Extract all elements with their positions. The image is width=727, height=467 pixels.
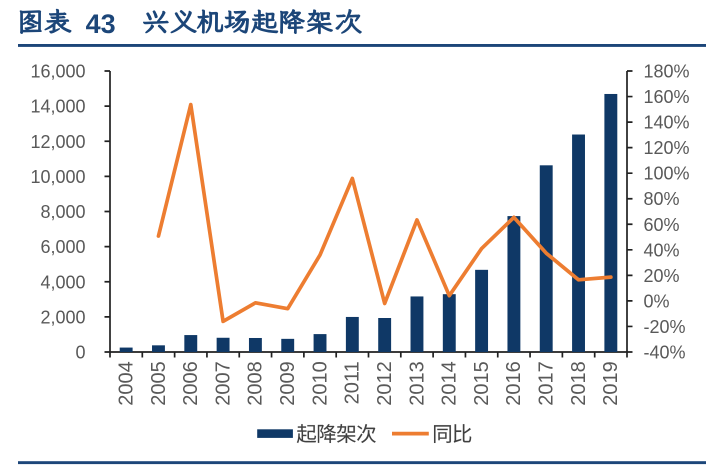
- svg-text:14,000: 14,000: [30, 97, 85, 117]
- svg-text:0: 0: [75, 343, 85, 363]
- svg-text:2012: 2012: [374, 361, 396, 406]
- svg-text:0%: 0%: [644, 291, 670, 311]
- svg-text:20%: 20%: [644, 266, 680, 286]
- svg-text:16,000: 16,000: [30, 62, 85, 82]
- svg-text:2004: 2004: [115, 361, 137, 406]
- svg-text:60%: 60%: [644, 215, 680, 235]
- svg-text:2019: 2019: [600, 361, 622, 406]
- svg-text:2017: 2017: [536, 361, 558, 406]
- svg-text:100%: 100%: [644, 164, 690, 184]
- svg-text:-40%: -40%: [644, 343, 686, 363]
- svg-text:10,000: 10,000: [30, 167, 85, 187]
- svg-text:120%: 120%: [644, 138, 690, 158]
- svg-text:2011: 2011: [342, 361, 364, 404]
- svg-text:180%: 180%: [644, 62, 690, 82]
- svg-text:2016: 2016: [503, 361, 525, 406]
- svg-text:2007: 2007: [212, 361, 234, 406]
- svg-text:8,000: 8,000: [40, 202, 85, 222]
- svg-text:4,000: 4,000: [40, 272, 85, 292]
- svg-text:2006: 2006: [180, 361, 202, 406]
- svg-text:2018: 2018: [568, 361, 590, 406]
- svg-text:160%: 160%: [644, 87, 690, 107]
- svg-text:40%: 40%: [644, 240, 680, 260]
- svg-text:2014: 2014: [439, 361, 461, 406]
- svg-text:-20%: -20%: [644, 317, 686, 337]
- svg-text:6,000: 6,000: [40, 237, 85, 257]
- svg-text:2005: 2005: [148, 361, 170, 406]
- svg-text:12,000: 12,000: [30, 132, 85, 152]
- svg-text:2010: 2010: [309, 361, 331, 406]
- svg-text:140%: 140%: [644, 113, 690, 133]
- svg-text:2008: 2008: [245, 361, 267, 406]
- svg-text:2009: 2009: [277, 361, 299, 406]
- svg-text:2013: 2013: [406, 361, 428, 406]
- svg-text:2015: 2015: [471, 361, 493, 406]
- svg-text:43: 43: [86, 9, 116, 39]
- svg-text:80%: 80%: [644, 189, 680, 209]
- svg-text:2,000: 2,000: [40, 307, 85, 327]
